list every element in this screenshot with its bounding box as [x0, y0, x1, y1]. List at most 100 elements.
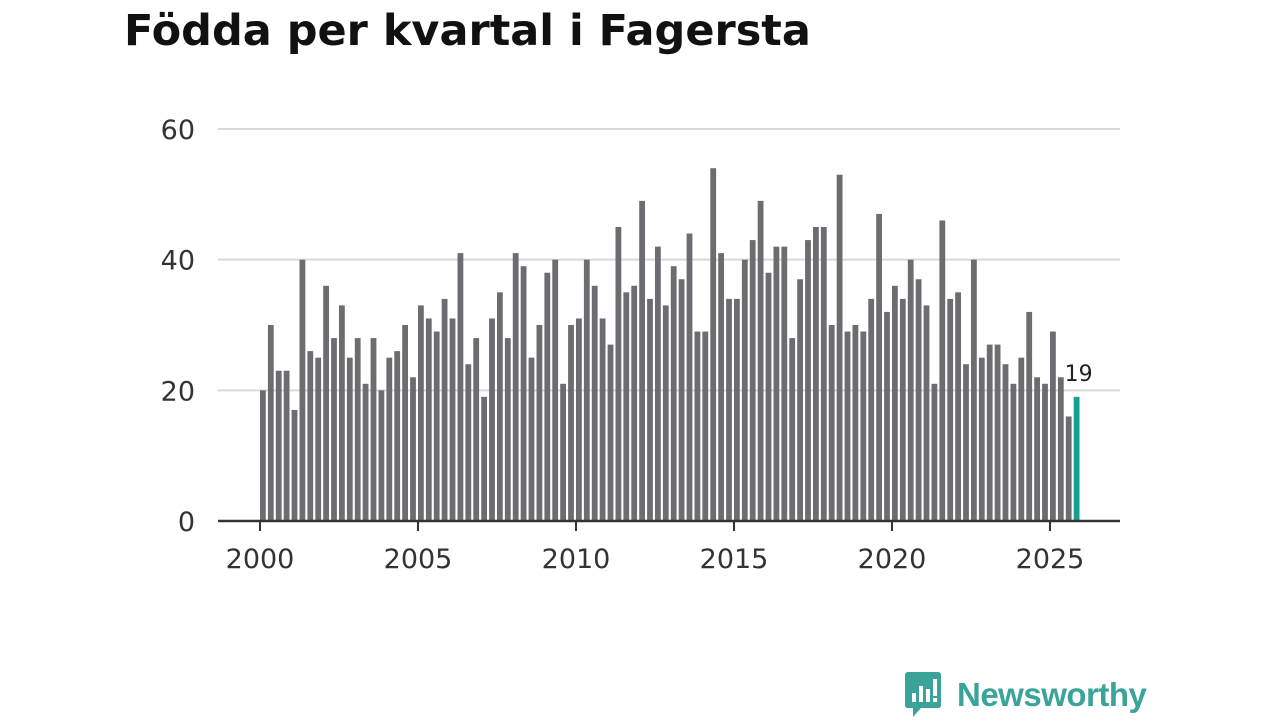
bar — [718, 253, 724, 521]
bar — [299, 259, 306, 521]
y-tick-label: 60 — [161, 115, 195, 146]
bar — [1050, 331, 1056, 521]
bar — [315, 357, 322, 521]
bar — [844, 331, 851, 521]
bar — [473, 338, 480, 521]
bar — [362, 383, 369, 521]
bar — [852, 325, 859, 521]
gridlines — [218, 128, 1120, 392]
bar — [670, 266, 677, 521]
bars — [260, 168, 1080, 522]
bar — [394, 351, 401, 521]
bar — [805, 240, 811, 521]
bar — [741, 259, 748, 521]
bar — [607, 344, 614, 521]
bar — [283, 370, 290, 521]
bar — [623, 292, 630, 521]
x-tick-label: 2025 — [1016, 544, 1085, 575]
bar — [931, 383, 938, 521]
bar — [978, 357, 985, 521]
y-tick-label: 40 — [161, 246, 195, 277]
bar — [765, 272, 772, 521]
bar — [512, 253, 519, 521]
bar — [583, 259, 590, 521]
bar — [1034, 377, 1040, 521]
x-tick-label: 2000 — [226, 544, 295, 575]
bar — [971, 259, 977, 521]
bar — [410, 377, 416, 521]
bar — [907, 259, 914, 521]
bar — [781, 246, 788, 521]
bar — [615, 227, 622, 521]
bar — [678, 279, 685, 521]
bar — [639, 200, 645, 521]
bar — [441, 298, 448, 521]
bar — [955, 292, 961, 521]
x-tick-label: 2015 — [700, 544, 769, 575]
y-tick-label: 0 — [178, 507, 195, 538]
bar — [631, 285, 638, 521]
bar — [884, 311, 890, 521]
x-tick-label: 2005 — [384, 544, 453, 575]
bar — [662, 305, 669, 521]
bar — [378, 390, 385, 521]
bar — [457, 253, 464, 521]
bar — [560, 383, 566, 521]
bar — [939, 220, 946, 521]
bar — [425, 318, 432, 521]
bar — [694, 331, 701, 521]
bar — [1065, 416, 1072, 521]
bar — [655, 246, 661, 521]
bar — [963, 364, 969, 521]
brand-name: Newsworthy — [957, 676, 1147, 713]
bar — [915, 279, 922, 521]
bar — [260, 390, 266, 521]
bar — [726, 298, 732, 521]
bar — [433, 331, 440, 521]
newsworthy-brand[interactable]: Newsworthy — [903, 671, 1147, 719]
bar — [267, 325, 274, 521]
bar — [1010, 383, 1017, 521]
bar — [331, 338, 337, 521]
bar — [339, 305, 345, 521]
bar — [1057, 377, 1064, 521]
bar — [370, 338, 377, 521]
bar — [813, 227, 819, 521]
bar — [702, 331, 709, 521]
x-tick-label: 2020 — [858, 544, 927, 575]
bar — [465, 364, 472, 521]
bar — [504, 338, 511, 521]
bar — [568, 325, 574, 521]
y-tick-label: 20 — [161, 376, 195, 407]
bar — [749, 240, 756, 521]
bar — [986, 344, 993, 521]
bar — [994, 344, 1001, 521]
bar — [497, 292, 503, 521]
bar — [899, 298, 906, 521]
bar — [481, 396, 487, 521]
bar — [1042, 383, 1048, 521]
bar — [710, 168, 717, 521]
bar — [528, 357, 535, 521]
bar — [647, 298, 653, 521]
bar — [386, 357, 393, 521]
bar — [947, 298, 954, 521]
tick-labels: 0 20 40 60 19 2000 2005 2010 2015 2020 2025 — [161, 115, 1093, 575]
bar — [552, 259, 559, 521]
bar — [757, 200, 764, 521]
bar — [307, 351, 314, 521]
bar — [275, 370, 282, 521]
bar — [599, 318, 606, 521]
bar — [820, 227, 827, 521]
bar — [773, 246, 780, 521]
bar — [354, 338, 361, 521]
bar — [1018, 357, 1025, 521]
bar — [544, 272, 551, 521]
bar — [576, 318, 582, 521]
bar — [323, 285, 329, 521]
bar — [1026, 311, 1033, 521]
bar — [797, 279, 803, 521]
bar — [346, 357, 353, 521]
bar-highlight — [1073, 396, 1080, 521]
